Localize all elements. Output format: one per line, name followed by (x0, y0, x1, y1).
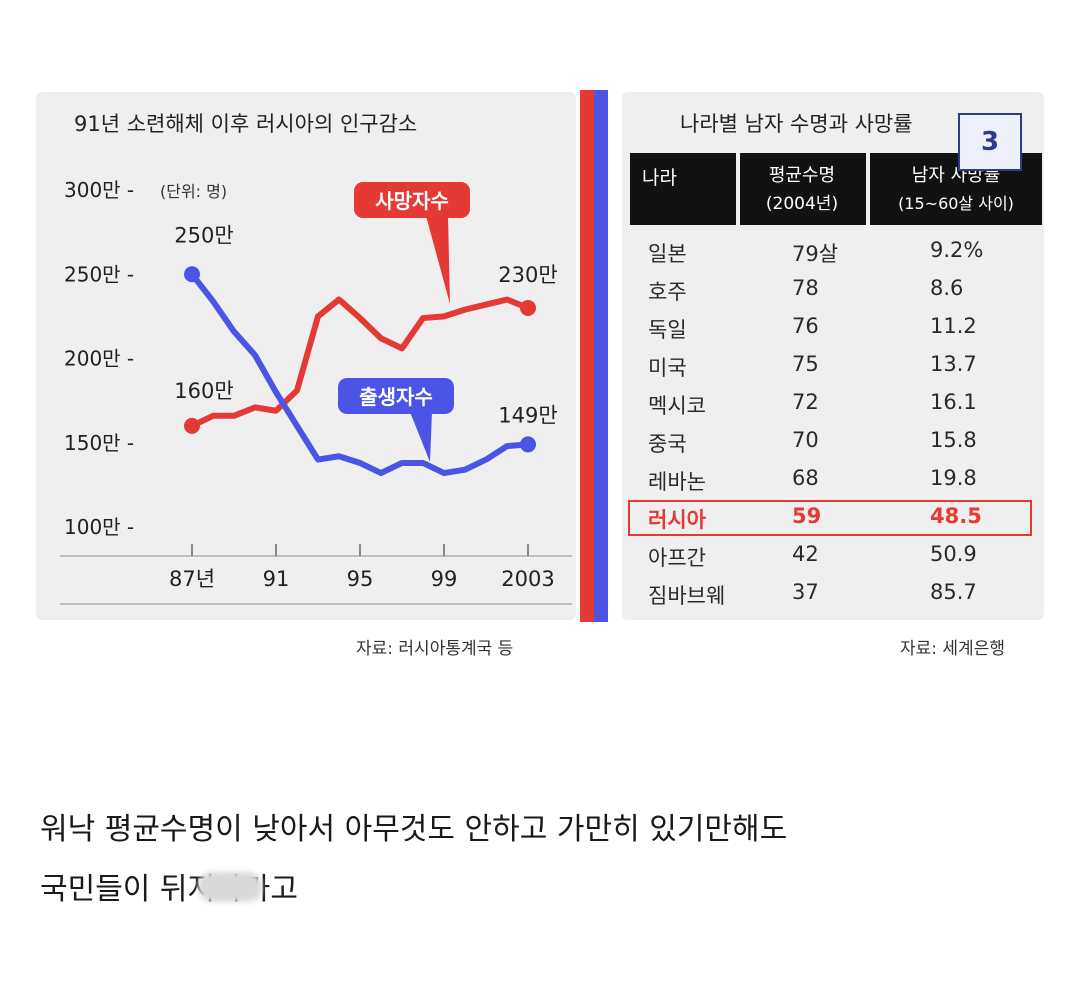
table-cell-death: 11.2 (930, 314, 977, 338)
deaths-callout-pointer (426, 216, 450, 304)
x-tick-label: 99 (431, 567, 458, 591)
table-cell-country: 독일 (648, 318, 687, 342)
births-callout-label: 출생자수 (359, 385, 433, 409)
table-cell-country: 일본 (648, 242, 687, 266)
table-cell-life: 70 (792, 428, 819, 452)
deaths-callout-box (354, 182, 470, 218)
y-tick-label: 300만 - (64, 178, 134, 202)
header-life: 평균수명 (768, 165, 836, 186)
table-cell-death: 15.8 (930, 428, 977, 452)
x-tick-label: 2003 (501, 567, 554, 591)
table-cell-death: 50.9 (930, 542, 977, 566)
table-header-separator (866, 153, 870, 225)
table-cell-country: 멕시코 (648, 394, 706, 418)
header-country: 나라 (642, 167, 677, 189)
deaths-start-label: 160만 (174, 379, 233, 403)
header-death-sub: (15~60살 사이) (898, 194, 1014, 213)
page-badge[interactable]: 3 (958, 113, 1022, 171)
deaths-start-point (184, 417, 200, 434)
y-tick-label: 100만 - (64, 515, 134, 539)
y-tick-label: 250만 - (64, 262, 134, 286)
chart-title: 91년 소련해체 이후 러시아의 인구감소 (74, 112, 418, 136)
births-callout-pointer (410, 412, 432, 462)
table-cell-country: 미국 (648, 356, 687, 380)
table-cell-life: 42 (792, 542, 819, 566)
table-cell-death: 85.7 (930, 580, 977, 604)
unit-label: (단위: 명) (160, 182, 227, 201)
x-tick-label: 87년 (169, 567, 215, 591)
table-cell-life: 59 (792, 504, 822, 528)
y-tick-label: 150만 - (64, 431, 134, 455)
table-cell-life: 37 (792, 580, 819, 604)
deaths-callout-label: 사망자수 (375, 189, 449, 213)
divider-blue (594, 90, 608, 622)
table-cell-death: 13.7 (930, 352, 977, 376)
table-cell-death: 9.2% (930, 238, 984, 262)
table-source: 자료: 세계은행 (900, 639, 1005, 659)
chart-source: 자료: 러시아통계국 등 (356, 639, 514, 659)
blurred-text-overlay (198, 872, 262, 902)
table-cell-death: 8.6 (930, 276, 964, 300)
divider-red (580, 90, 594, 622)
table-cell-life: 79살 (792, 242, 839, 266)
table-cell-life: 76 (792, 314, 819, 338)
table-header-separator (736, 153, 740, 225)
deaths-line (189, 296, 531, 429)
x-tick-label: 95 (347, 567, 374, 591)
births-end-point (520, 436, 536, 453)
table-cell-country: 중국 (648, 432, 687, 456)
table-cell-country: 아프간 (648, 546, 706, 570)
table-title: 나라별 남자 수명과 사망률 (680, 112, 913, 136)
table-cell-life: 78 (792, 276, 819, 300)
caption-line-1: 워낙 평균수명이 낮아서 아무것도 안하고 가만히 있기만해도 (40, 812, 788, 847)
y-tick-label: 200만 - (64, 347, 134, 371)
births-line (189, 271, 531, 477)
births-callout-box (338, 378, 454, 414)
header-life-sub: (2004년) (765, 194, 839, 214)
russia-highlight-box (628, 500, 1032, 536)
table-cell-death: 16.1 (930, 390, 977, 414)
table-cell-country: 러시아 (648, 508, 706, 532)
births-start-point (184, 266, 200, 283)
deaths-end-label: 230만 (498, 263, 557, 287)
deaths-end-point (520, 299, 536, 316)
births-end-label: 149만 (498, 403, 557, 427)
table-cell-death: 19.8 (930, 466, 977, 490)
x-tick-label: 91 (263, 567, 290, 591)
table-cell-country: 호주 (648, 280, 687, 304)
table-cell-life: 68 (792, 466, 819, 490)
births-start-label: 250만 (174, 223, 233, 247)
table-cell-country: 레바논 (648, 470, 706, 494)
table-cell-life: 75 (792, 352, 819, 376)
table-cell-country: 짐바브웨 (648, 584, 726, 608)
table-cell-death: 48.5 (930, 504, 982, 528)
table-cell-life: 72 (792, 390, 819, 414)
